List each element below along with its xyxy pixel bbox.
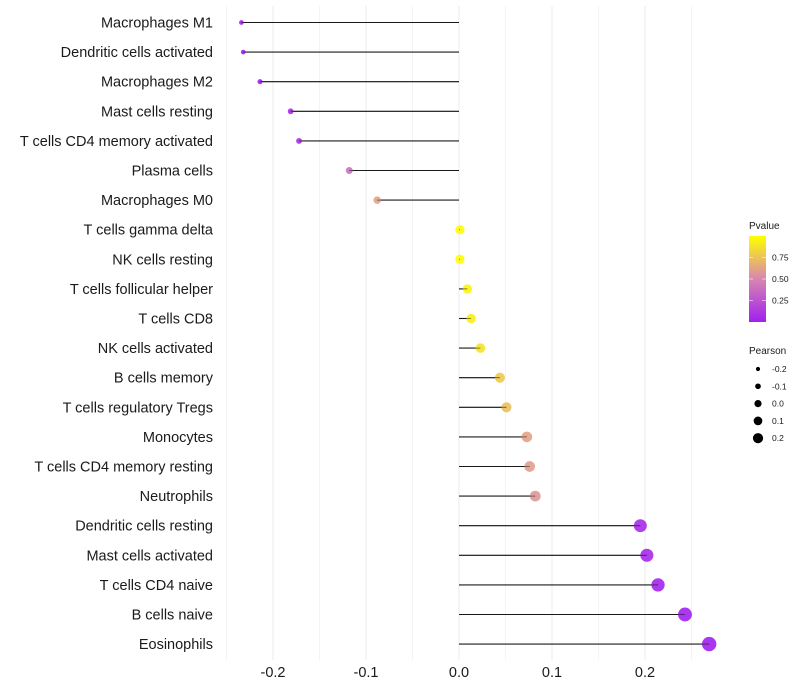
x-axis-labels: -0.2 -0.1 0.0 0.1 0.2 xyxy=(261,665,656,681)
x-tick-label: 0.0 xyxy=(449,665,469,681)
y-tick-label: T cells CD4 naive xyxy=(100,578,213,594)
y-tick-label: NK cells activated xyxy=(98,341,213,357)
pearson-legend: Pearson -0.2 -0.1 0.0 0.1 0.2 xyxy=(749,346,787,444)
y-tick-label: T cells gamma delta xyxy=(84,223,214,239)
grid-lines xyxy=(226,6,692,660)
size-legend-dot xyxy=(753,416,763,426)
y-tick-label: Mast cells resting xyxy=(101,104,213,120)
y-tick-label: Macrophages M1 xyxy=(101,16,213,32)
y-tick-label: Dendritic cells activated xyxy=(61,45,213,61)
colorbar-tick-label: 0.50 xyxy=(772,274,789,284)
pvalue-colorbar xyxy=(749,236,766,322)
size-legend-dot xyxy=(754,400,762,408)
y-tick-label: Dendritic cells resting xyxy=(75,519,213,535)
pearson-legend-title: Pearson xyxy=(749,346,786,357)
y-tick-label: T cells regulatory Tregs xyxy=(63,400,213,416)
size-legend-dot xyxy=(755,366,761,372)
y-tick-label: Plasma cells xyxy=(132,164,213,180)
y-tick-label: T cells CD8 xyxy=(138,312,213,328)
x-tick-label: -0.2 xyxy=(261,665,286,681)
colorbar-tick-label: 0.25 xyxy=(772,296,789,306)
y-tick-label: B cells naive xyxy=(132,608,213,624)
y-tick-label: T cells CD4 memory activated xyxy=(20,134,213,150)
x-tick-label: 0.1 xyxy=(542,665,562,681)
lollipop-points xyxy=(239,20,717,652)
size-legend-label: 0.0 xyxy=(772,399,784,409)
lollipop-point xyxy=(701,636,717,652)
x-tick-label: 0.2 xyxy=(635,665,655,681)
size-legend-label: -0.1 xyxy=(772,381,787,391)
y-tick-label: B cells memory xyxy=(114,371,214,387)
size-legend-label: 0.2 xyxy=(772,433,784,443)
size-legend-dot xyxy=(752,433,764,444)
y-tick-label: T cells follicular helper xyxy=(70,282,213,298)
pvalue-legend: Pvalue 0.25 0.50 0.75 xyxy=(749,221,789,322)
y-tick-label: Macrophages M2 xyxy=(101,75,213,91)
size-legend-label: 0.1 xyxy=(772,416,784,426)
colorbar-tick-label: 0.75 xyxy=(772,253,789,263)
y-tick-label: Mast cells activated xyxy=(86,548,213,564)
y-tick-label: Eosinophils xyxy=(139,637,213,653)
y-tick-label: Monocytes xyxy=(143,430,213,446)
y-tick-label: T cells CD4 memory resting xyxy=(34,460,213,476)
y-axis-labels: Macrophages M1 Dendritic cells activated M… xyxy=(20,16,214,654)
lollipop-point xyxy=(296,137,302,144)
size-legend-label: -0.2 xyxy=(772,364,787,374)
lollipop-point xyxy=(524,461,536,472)
lollipop-stems xyxy=(241,21,710,645)
y-tick-label: Macrophages M0 xyxy=(101,193,213,209)
x-tick-label: -0.1 xyxy=(354,665,379,681)
size-legend-dot xyxy=(755,383,761,390)
y-tick-label: Neutrophils xyxy=(140,489,213,505)
pvalue-legend-title: Pvalue xyxy=(749,221,780,232)
y-tick-label: NK cells resting xyxy=(112,252,213,268)
